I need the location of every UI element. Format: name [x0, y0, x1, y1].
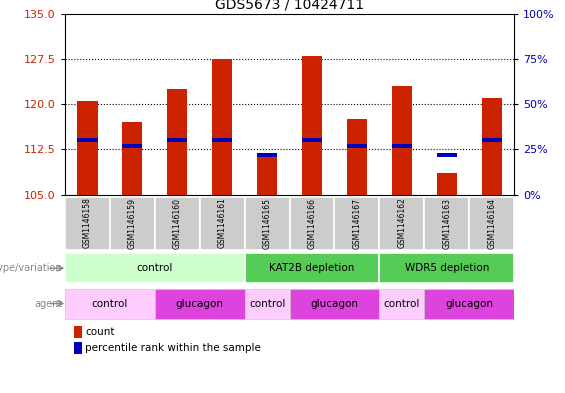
Bar [289, 196, 334, 250]
Bar [347, 143, 367, 148]
Bar [110, 196, 155, 250]
Bar [245, 253, 380, 283]
Text: GSM1146163: GSM1146163 [442, 198, 451, 248]
Bar [380, 288, 424, 319]
Bar [481, 138, 502, 142]
Bar [155, 196, 200, 250]
Bar [212, 138, 232, 142]
Text: control: control [92, 299, 128, 309]
Text: GSM1146167: GSM1146167 [353, 198, 362, 248]
Bar [65, 288, 155, 319]
Bar [289, 288, 380, 319]
Bar [77, 138, 98, 142]
Bar [167, 89, 188, 195]
Text: control: control [137, 263, 173, 273]
Bar [380, 196, 424, 250]
Bar [334, 196, 380, 250]
Text: GSM1146164: GSM1146164 [487, 198, 496, 248]
Bar [302, 138, 322, 142]
Bar [122, 122, 142, 195]
Bar [212, 59, 232, 195]
Bar [257, 155, 277, 195]
Bar [65, 253, 245, 283]
Bar [200, 196, 245, 250]
Bar [437, 173, 457, 195]
Bar [424, 288, 514, 319]
Bar [65, 196, 110, 250]
Bar [257, 152, 277, 157]
Text: GSM1146161: GSM1146161 [218, 198, 227, 248]
Bar [122, 143, 142, 148]
Text: control: control [384, 299, 420, 309]
Text: GSM1146165: GSM1146165 [263, 198, 272, 248]
Bar [347, 119, 367, 195]
Text: control: control [249, 299, 285, 309]
Bar [245, 196, 289, 250]
Text: GSM1146166: GSM1146166 [307, 198, 316, 248]
Bar [424, 196, 469, 250]
Text: glucagon: glucagon [176, 299, 224, 309]
Text: glucagon: glucagon [311, 299, 358, 309]
Bar [167, 138, 188, 142]
Bar [77, 101, 98, 195]
Bar [481, 98, 502, 195]
Text: genotype/variation: genotype/variation [0, 263, 62, 273]
Text: WDR5 depletion: WDR5 depletion [405, 263, 489, 273]
Bar [392, 86, 412, 195]
Text: percentile rank within the sample: percentile rank within the sample [85, 343, 261, 353]
Bar [437, 152, 457, 157]
Bar [74, 342, 82, 354]
Bar [155, 288, 245, 319]
Text: count: count [85, 327, 115, 337]
Text: GSM1146158: GSM1146158 [83, 198, 92, 248]
Text: KAT2B depletion: KAT2B depletion [270, 263, 355, 273]
Bar [302, 56, 322, 195]
Text: glucagon: glucagon [445, 299, 493, 309]
Bar [380, 253, 514, 283]
Bar [74, 326, 82, 338]
Text: GSM1146162: GSM1146162 [397, 198, 406, 248]
Bar [469, 196, 514, 250]
Bar [245, 288, 289, 319]
Text: GSM1146159: GSM1146159 [128, 198, 137, 248]
Text: agent: agent [34, 299, 62, 309]
Text: GSM1146160: GSM1146160 [173, 198, 182, 248]
Title: GDS5673 / 10424711: GDS5673 / 10424711 [215, 0, 364, 11]
Bar [392, 143, 412, 148]
